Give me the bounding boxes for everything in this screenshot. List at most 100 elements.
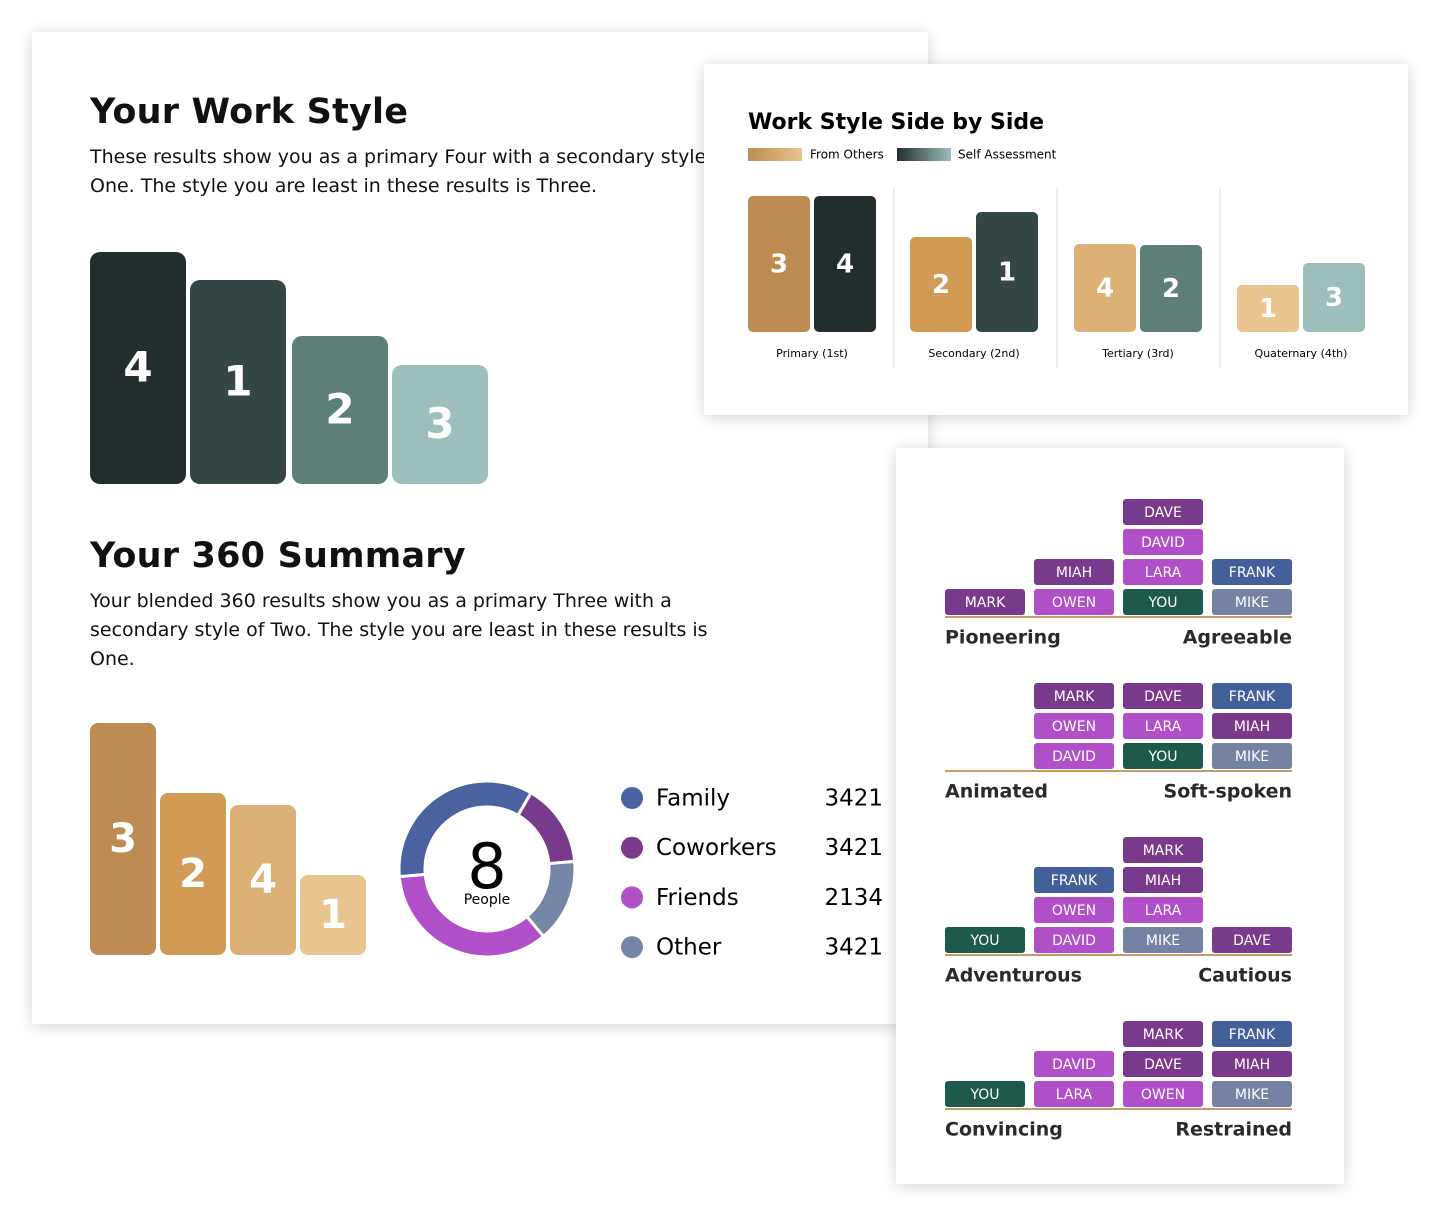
bar-label: 2 — [325, 385, 354, 434]
person-name: LARA — [1145, 565, 1182, 581]
legend-value: 3421 — [824, 786, 883, 812]
self-bar — [1140, 245, 1202, 332]
person-chip — [1123, 1021, 1203, 1047]
work-style-title: Your Work Style — [90, 92, 409, 132]
donut-segment — [397, 779, 534, 879]
person-name: FRANK — [1229, 689, 1276, 705]
person-name: YOU — [1147, 749, 1177, 765]
style-bar — [190, 280, 286, 484]
summary-text: Your blended 360 results show you as a p… — [90, 590, 708, 670]
bar-label: 2 — [932, 270, 950, 300]
person-chip — [1034, 867, 1114, 893]
person-name: MIKE — [1235, 595, 1269, 611]
person-chip — [1212, 683, 1292, 709]
person-chip — [1212, 1051, 1292, 1077]
side-by-side-card: Work Style Side by Side From Others Self… — [704, 64, 1408, 415]
group-label: Quaternary (4th) — [1255, 347, 1348, 360]
legend-value: 2134 — [824, 885, 883, 911]
person-name: OWEN — [1052, 719, 1096, 735]
person-chip — [1123, 499, 1203, 525]
person-chip — [1123, 743, 1203, 769]
person-chip — [1123, 589, 1203, 615]
person-name: FRANK — [1051, 873, 1098, 889]
person-chip — [1123, 837, 1203, 863]
person-name: MARK — [1054, 689, 1095, 705]
summary-bar — [160, 793, 226, 955]
style-bar — [392, 365, 488, 484]
summary-bar — [300, 875, 366, 955]
person-name: MIAH — [1145, 873, 1181, 889]
person-name: LARA — [1145, 719, 1182, 735]
person-name: LARA — [1145, 903, 1182, 919]
others-bar — [748, 196, 810, 332]
person-name: FRANK — [1229, 1027, 1276, 1043]
person-name: MIKE — [1235, 1087, 1269, 1103]
person-name: OWEN — [1141, 1087, 1185, 1103]
person-name: MIAH — [1234, 1057, 1270, 1073]
person-chip — [1123, 559, 1203, 585]
person-name: DAVE — [1144, 689, 1182, 705]
person-name: OWEN — [1052, 595, 1096, 611]
person-chip — [1212, 559, 1292, 585]
legend-dot — [621, 836, 643, 859]
self-bar — [814, 196, 876, 332]
bar-label: 2 — [1162, 274, 1180, 304]
bar-label: 3 — [109, 816, 137, 862]
summary-bar — [90, 723, 156, 955]
person-name: YOU — [969, 933, 999, 949]
person-chip — [1123, 713, 1203, 739]
legend-value: 3421 — [824, 835, 883, 861]
person-chip — [1034, 897, 1114, 923]
person-chip — [1123, 927, 1203, 953]
person-chip — [1123, 1081, 1203, 1107]
person-chip — [945, 589, 1025, 615]
scale-left: Adventurous — [945, 965, 1082, 987]
scale-left: Pioneering — [945, 627, 1061, 649]
others-bar — [1237, 285, 1299, 332]
legend-dot — [621, 936, 643, 959]
bar-label: 4 — [123, 343, 152, 392]
person-name: DAVE — [1144, 1057, 1182, 1073]
legend-name: Other — [656, 935, 722, 961]
bar-label: 3 — [425, 399, 454, 448]
person-chip — [1123, 683, 1203, 709]
person-name: MIKE — [1146, 933, 1180, 949]
person-name: MARK — [1143, 843, 1184, 859]
person-chip — [1212, 743, 1292, 769]
person-name: MIAH — [1056, 565, 1092, 581]
self-bar — [976, 212, 1038, 332]
person-chip — [1123, 1051, 1203, 1077]
others-bar — [1074, 244, 1136, 332]
person-chip — [1034, 559, 1114, 585]
self-bar — [1303, 263, 1365, 332]
person-name: DAVE — [1144, 505, 1182, 521]
side-graphics: Work Style Side by Side From Others Self… — [748, 110, 1365, 368]
person-name: MARK — [965, 595, 1006, 611]
person-chip — [1034, 1081, 1114, 1107]
summary-bar — [230, 805, 296, 955]
bar-label: 1 — [1259, 294, 1277, 324]
person-chip — [1212, 927, 1292, 953]
bar-label: 4 — [249, 857, 277, 903]
scale-left: Convincing — [945, 1119, 1063, 1141]
person-chip — [1212, 1021, 1292, 1047]
legend-dot — [621, 886, 643, 909]
bar-label: 3 — [1325, 283, 1343, 313]
legend-swatch — [748, 148, 802, 161]
bar-label: 4 — [836, 250, 854, 280]
person-name: MIKE — [1235, 749, 1269, 765]
legend-dot — [621, 787, 643, 809]
group-label: Primary (1st) — [776, 347, 848, 360]
person-name: MARK — [1143, 1027, 1184, 1043]
person-chip — [1034, 927, 1114, 953]
person-name: DAVID — [1141, 535, 1185, 551]
work-style-text: These results show you as a primary Four… — [90, 146, 731, 197]
bar-label: 4 — [1096, 274, 1114, 304]
others-bar — [910, 237, 972, 332]
person-name: LARA — [1056, 1087, 1093, 1103]
legend-label: From Others — [810, 148, 884, 162]
legend-label: Self Assessment — [958, 148, 1057, 162]
bar-label: 2 — [179, 851, 207, 897]
person-name: DAVID — [1052, 933, 1096, 949]
